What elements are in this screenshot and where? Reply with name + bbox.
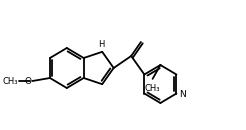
Text: H: H: [98, 40, 104, 49]
Text: O: O: [24, 76, 31, 86]
Text: CH₃: CH₃: [2, 76, 18, 86]
Text: CH₃: CH₃: [145, 84, 160, 93]
Text: N: N: [179, 90, 186, 99]
